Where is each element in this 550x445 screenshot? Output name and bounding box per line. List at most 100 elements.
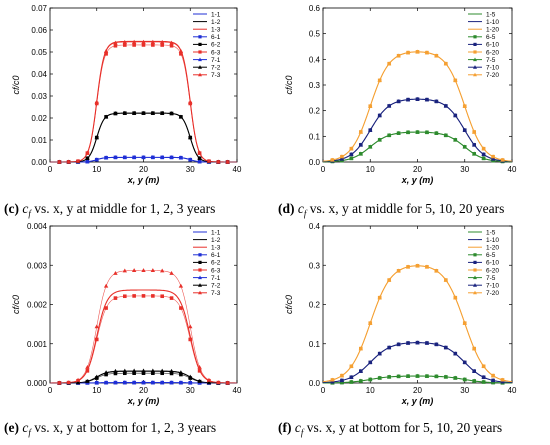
data-point (424, 50, 430, 55)
y-tick-label: 0.07 (31, 4, 47, 13)
data-point (85, 379, 90, 383)
legend-label: 7-1 (211, 57, 221, 64)
data-point (481, 379, 486, 384)
series-line (50, 40, 237, 163)
data-point (472, 129, 477, 134)
y-tick-label: 0.2 (309, 301, 321, 310)
data-point (415, 340, 420, 345)
data-point (339, 373, 345, 378)
x-tick-label: 0 (48, 165, 53, 174)
data-point (188, 99, 193, 104)
x-axis-label: x, y (m) (127, 175, 160, 185)
series-1-3 (50, 40, 237, 163)
caption-letter: (c) (4, 201, 19, 216)
legend: 1-11-21-36-16-26-37-17-27-3 (193, 229, 221, 297)
legend-label: 7-5 (486, 275, 496, 282)
data-point (377, 295, 382, 300)
legend-label: 1-1 (211, 11, 221, 18)
data-point (131, 380, 137, 385)
data-point (434, 99, 439, 104)
caption-c: (c) cf vs. x, y at middle for 1, 2, 3 ye… (4, 201, 216, 219)
data-point (206, 158, 212, 163)
data-point (386, 345, 392, 350)
y-tick-label: 0.06 (31, 26, 47, 35)
series-7-10 (322, 96, 513, 163)
x-tick-label: 40 (508, 165, 517, 174)
legend-label: 1-10 (486, 19, 499, 26)
data-point (197, 379, 202, 383)
data-point (339, 378, 345, 383)
data-point (500, 157, 505, 162)
data-point (188, 374, 193, 379)
data-point (424, 264, 430, 269)
legend-label: 1-2 (211, 237, 221, 244)
data-point (123, 43, 127, 47)
data-point (103, 114, 109, 119)
data-point (368, 320, 373, 325)
data-point (113, 296, 118, 300)
legend-label: 7-20 (486, 72, 499, 79)
data-point (490, 373, 496, 378)
legend-marker (198, 268, 202, 272)
data-point (122, 110, 127, 115)
data-point (472, 378, 477, 383)
legend-label: 1-2 (211, 19, 221, 26)
data-point (188, 380, 193, 385)
y-axis-label: cf/c0 (11, 295, 21, 314)
data-point (150, 110, 156, 115)
x-tick-label: 10 (366, 165, 375, 174)
y-tick-label: 0.3 (309, 81, 321, 90)
data-point (197, 159, 202, 164)
caption-e: (e) cf vs. x, y at bottom for 1, 2, 3 ye… (4, 420, 217, 438)
y-tick-label: 0.4 (309, 222, 321, 231)
data-point (358, 368, 363, 373)
legend-label: 7-1 (211, 275, 221, 282)
x-tick-label: 0 (48, 386, 53, 395)
data-point (386, 103, 392, 108)
chart-panel-2: 0 10 20 30 40 0.000 0.001 0.002 0.003 0.004 x, y (… (11, 222, 242, 406)
x-tick-label: 10 (366, 386, 375, 395)
x-tick-label: 20 (139, 386, 148, 395)
legend-marker (473, 260, 477, 264)
data-point (160, 110, 165, 115)
data-point (358, 346, 363, 351)
data-point (132, 43, 136, 47)
y-tick-label: 0.004 (27, 222, 48, 231)
data-point (160, 380, 165, 385)
y-axis-label: cf/c0 (284, 295, 294, 314)
data-point (169, 111, 174, 116)
data-point (225, 380, 230, 385)
data-point (150, 39, 156, 44)
legend: 1-51-101-206-56-106-207-57-107-20 (468, 229, 499, 297)
data-point (123, 371, 127, 376)
data-point (122, 268, 127, 273)
legend-label: 1-3 (211, 245, 221, 252)
legend-marker (473, 57, 477, 62)
data-point (415, 129, 420, 134)
legend-label: 6-3 (211, 267, 221, 274)
data-point (368, 127, 373, 132)
data-point (443, 277, 449, 282)
data-point (339, 154, 345, 159)
data-point (462, 103, 467, 108)
data-point (160, 371, 164, 376)
data-point (472, 346, 477, 351)
data-point (94, 99, 99, 104)
data-point (472, 151, 477, 156)
legend-marker (473, 72, 477, 77)
series-line (49, 270, 238, 384)
y-tick-label: 0.02 (31, 114, 47, 123)
x-tick-label: 10 (92, 165, 101, 174)
data-point (178, 48, 184, 53)
y-tick-label: 0.1 (309, 340, 321, 349)
data-point (188, 135, 193, 140)
data-point (169, 43, 174, 48)
caption-d: (d) cf vs. x, y at middle for 5, 10, 20 … (278, 201, 505, 219)
legend-marker (198, 42, 202, 46)
data-point (405, 130, 411, 134)
y-tick-label: 0.03 (31, 92, 47, 101)
data-point (160, 368, 165, 373)
series-7-5 (322, 373, 513, 385)
data-point (169, 371, 174, 376)
legend-label: 1-10 (486, 237, 499, 244)
